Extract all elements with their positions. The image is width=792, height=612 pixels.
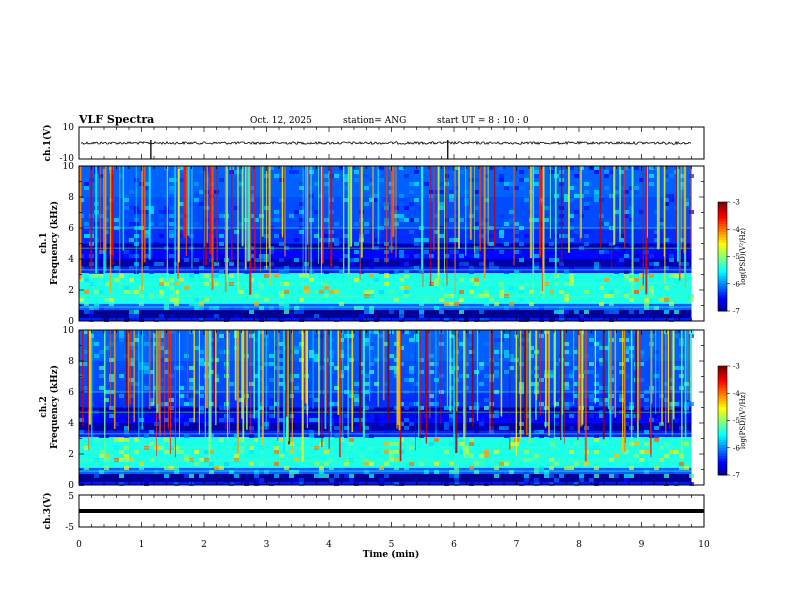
ch2-spectrogram-ylabel-frequency: Frequency (kHz) <box>49 365 60 449</box>
figure-station: station= ANG <box>343 116 406 126</box>
colorbar-tick-label: -5 <box>733 253 740 261</box>
freq-tick-label-0: 0 <box>68 481 74 491</box>
freq-tick-label-8: 8 <box>68 193 74 203</box>
colorbar-tick-label: -5 <box>733 417 740 425</box>
ch1-spectrogram-heatmap <box>79 166 704 322</box>
figure-date: Oct. 12, 2025 <box>250 116 312 126</box>
x-tick-label-4: 4 <box>326 540 332 550</box>
ch1-spectrogram-ylabel-channel: ch.1 <box>39 232 49 253</box>
spectrogram-band <box>79 407 692 414</box>
ch2-spectrogram-heatmap <box>79 330 704 486</box>
colorbar-tick-label: -3 <box>733 199 740 207</box>
ch3-ytick-top: 5 <box>68 492 74 502</box>
x-tick-label-2: 2 <box>201 540 207 550</box>
spectrogram-band <box>79 249 692 259</box>
spectrogram-band <box>79 474 692 482</box>
ch1-ytick-bottom: -10 <box>60 154 75 164</box>
spectrogram-band <box>79 310 692 318</box>
x-tick-label-0: 0 <box>76 540 82 550</box>
x-tick-label-7: 7 <box>514 540 520 550</box>
ch1-ytick-top: 10 <box>63 123 75 133</box>
ch1-spectrogram-frame <box>78 165 705 322</box>
ch1-waveform-panel: 10 -10 ch.1(V) <box>42 123 705 164</box>
spectrogram-band <box>79 392 692 408</box>
x-tick-label-5: 5 <box>389 540 395 550</box>
colorbar-label: log(PSD)(V²/Hz) <box>739 392 747 449</box>
spectrogram-band <box>79 259 692 267</box>
colorbar-tick-label: -6 <box>733 280 740 288</box>
ch3-waveform-ylabel: ch.3(V) <box>42 493 53 530</box>
x-tick-label-8: 8 <box>576 540 582 550</box>
ch3-ytick-bottom: -5 <box>65 523 74 533</box>
ch1-spectrogram-panel: 0 2 4 6 8 10 ch.1 Frequency (kHz) -3 -4 -5 -6 -7 l… <box>39 162 747 327</box>
x-tick-label-1: 1 <box>139 540 145 550</box>
freq-tick-label-4: 4 <box>68 419 74 429</box>
spectrogram-band <box>79 413 692 423</box>
freq-tick-label-2: 2 <box>68 286 74 296</box>
ch2-spectrogram-panel: 0 2 4 6 8 10 ch.2 Frequency (kHz) -3 -4 -5 -6 -7 l… <box>39 326 747 491</box>
colorbar-tick-label: -7 <box>733 308 740 316</box>
ch1-waveform-line <box>80 140 692 146</box>
spectrogram-band <box>79 481 692 485</box>
freq-tick-label-0: 0 <box>68 317 74 327</box>
colorbar-label: log(PSD)(V²/Hz) <box>739 228 747 285</box>
x-axis-label: Time (min) <box>363 549 420 560</box>
x-tick-label-6: 6 <box>451 540 457 550</box>
ch2-spectrogram-frame <box>78 329 705 486</box>
colorbar-tick-label: -6 <box>733 444 740 452</box>
spectrogram-band <box>79 317 692 321</box>
colorbar-tick-label: -3 <box>733 363 740 371</box>
x-tick-label-10: 10 <box>698 540 710 550</box>
ch2-colorbar: -3 -4 -5 -6 -7 log(PSD)(V²/Hz) <box>717 363 747 480</box>
figure-start-ut: start UT = 8 : 10 : 0 <box>437 116 529 126</box>
freq-tick-label-8: 8 <box>68 357 74 367</box>
colorbar-tick-label: -4 <box>733 226 740 234</box>
ch1-colorbar: -3 -4 -5 -6 -7 log(PSD)(V²/Hz) <box>717 199 747 316</box>
ch3-waveform-frame <box>78 494 705 528</box>
ch1-waveform-ylabel: ch.1(V) <box>42 125 53 162</box>
ch1-spectrogram-ylabel-frequency: Frequency (kHz) <box>49 201 60 285</box>
freq-tick-label-2: 2 <box>68 450 74 460</box>
x-tick-label-3: 3 <box>264 540 270 550</box>
freq-tick-label-4: 4 <box>68 255 74 265</box>
freq-tick-label-10: 10 <box>63 162 75 172</box>
x-tick-label-9: 9 <box>639 540 645 550</box>
colorbar-tick-label: -7 <box>733 472 740 480</box>
freq-tick-label-10: 10 <box>63 326 75 336</box>
colorbar-tick-label: -4 <box>733 390 740 398</box>
freq-tick-label-6: 6 <box>68 388 74 398</box>
figure-title: VLF Spectra <box>78 113 154 126</box>
ch2-spectrogram-ylabel-channel: ch.2 <box>39 396 49 417</box>
ch3-waveform-panel: 5 -5 ch.3(V) 0 1 2 3 4 5 6 7 8 9 10 Time (min) <box>42 492 710 560</box>
ch1-waveform-frame <box>78 126 705 160</box>
freq-tick-label-6: 6 <box>68 224 74 234</box>
spectrogram-band <box>79 423 692 431</box>
